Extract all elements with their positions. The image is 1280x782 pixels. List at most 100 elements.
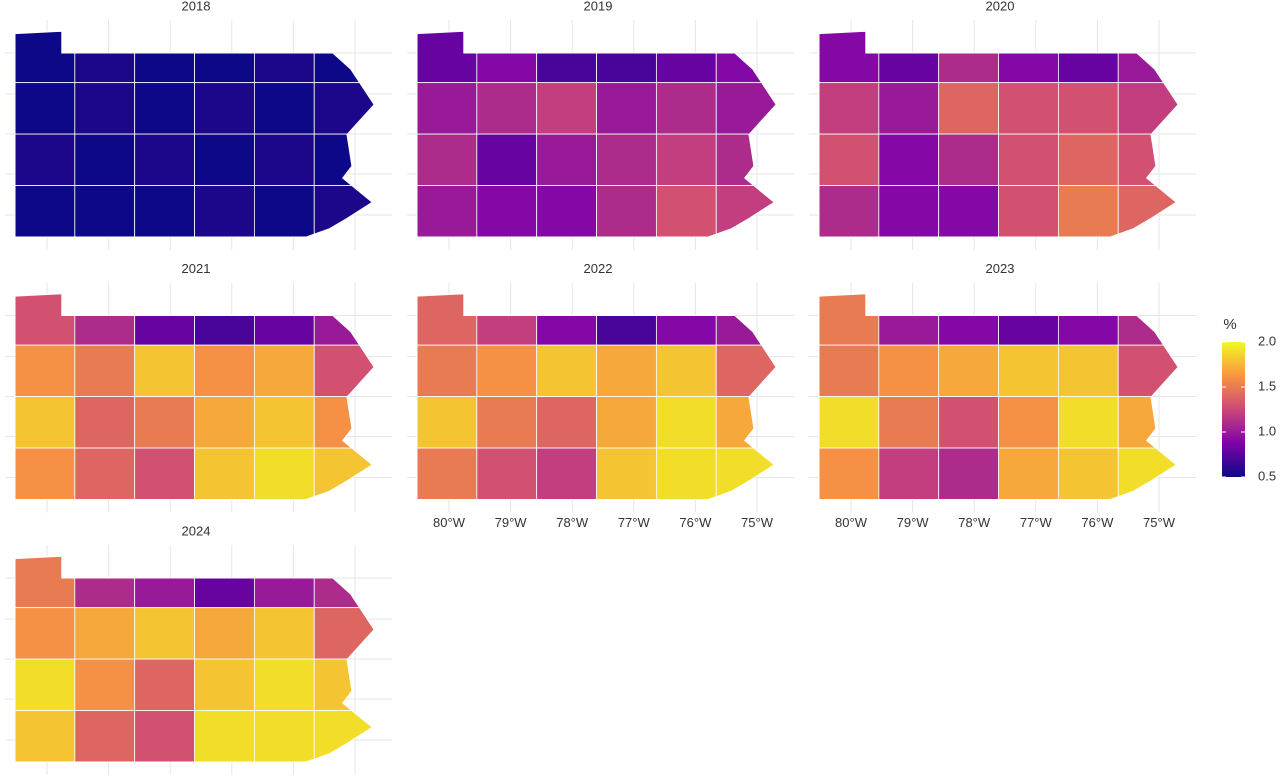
region: [194, 710, 255, 762]
region: [1057, 344, 1119, 398]
region: [313, 658, 375, 711]
state-outline: [818, 30, 1179, 238]
region: [74, 344, 136, 398]
region: [313, 185, 375, 238]
region: [938, 293, 999, 346]
region: [417, 396, 478, 449]
region: [938, 344, 999, 398]
region: [134, 344, 195, 398]
legend-tick-label: 1.0: [1258, 423, 1276, 438]
region: [1057, 185, 1119, 238]
region: [878, 293, 940, 346]
region: [476, 82, 538, 135]
region: [596, 31, 657, 84]
region: [476, 31, 538, 84]
region: [938, 185, 999, 238]
region: [476, 293, 538, 346]
region: [194, 556, 255, 609]
region: [878, 396, 940, 449]
state-outline: [416, 293, 777, 500]
state-outline: [14, 293, 375, 500]
region: [194, 607, 255, 660]
region: [253, 344, 315, 398]
cells: [15, 293, 375, 500]
region: [878, 447, 940, 500]
region: [134, 31, 195, 84]
region: [194, 82, 255, 135]
region: [878, 133, 940, 186]
region: [194, 133, 255, 186]
region: [596, 293, 657, 346]
region: [1057, 293, 1119, 346]
x-tick-label: 75°W: [1143, 515, 1176, 530]
region: [313, 556, 375, 609]
region: [938, 447, 999, 500]
region: [417, 185, 478, 238]
map-panel: 2021: [5, 261, 392, 513]
legend-tick-label: 0.5: [1258, 468, 1276, 483]
region: [15, 31, 76, 84]
region: [15, 658, 76, 711]
region: [715, 396, 777, 449]
region: [74, 185, 136, 238]
map-panel: 2019: [407, 0, 794, 250]
region: [476, 447, 538, 500]
region: [134, 710, 195, 762]
region: [476, 344, 538, 398]
region: [74, 133, 136, 186]
region: [998, 396, 1059, 449]
region: [476, 396, 538, 449]
region: [878, 344, 940, 398]
x-tick-label: 76°W: [1081, 515, 1114, 530]
region: [253, 293, 315, 346]
region: [819, 133, 880, 186]
region: [536, 185, 597, 238]
x-tick-label: 79°W: [897, 515, 930, 530]
x-tick-label: 77°W: [618, 515, 651, 530]
region: [998, 31, 1059, 84]
region: [476, 133, 538, 186]
state-outline: [416, 30, 777, 238]
x-tick-label: 75°W: [741, 515, 774, 530]
region: [1057, 31, 1119, 84]
region: [313, 447, 375, 500]
region: [1117, 185, 1179, 238]
region: [536, 82, 597, 135]
region: [998, 82, 1059, 135]
state-outline: [818, 293, 1179, 500]
region: [313, 31, 375, 84]
region: [253, 396, 315, 449]
region: [1117, 133, 1179, 186]
region: [819, 293, 880, 346]
legend-tick-label: 1.5: [1258, 378, 1276, 393]
region: [134, 396, 195, 449]
legend-tick-label: 2.0: [1258, 333, 1276, 348]
x-tick-label: 76°W: [679, 515, 712, 530]
region: [536, 293, 597, 346]
panel-title: 2022: [584, 261, 613, 276]
region: [417, 344, 478, 398]
region: [15, 185, 76, 238]
region: [417, 82, 478, 135]
region: [938, 396, 999, 449]
x-tick-label: 80°W: [433, 515, 466, 530]
region: [878, 82, 940, 135]
map-panel: 2024: [5, 523, 392, 775]
region: [74, 82, 136, 135]
region: [536, 447, 597, 500]
region: [134, 607, 195, 660]
region: [15, 133, 76, 186]
panel-title: 2018: [182, 0, 211, 13]
cells: [819, 293, 1179, 500]
region: [819, 447, 880, 500]
region: [74, 658, 136, 711]
region: [194, 447, 255, 500]
region: [998, 344, 1059, 398]
region: [878, 31, 940, 84]
region: [596, 133, 657, 186]
region: [1117, 31, 1179, 84]
region: [655, 133, 717, 186]
region: [134, 658, 195, 711]
x-tick-label: 78°W: [556, 515, 589, 530]
